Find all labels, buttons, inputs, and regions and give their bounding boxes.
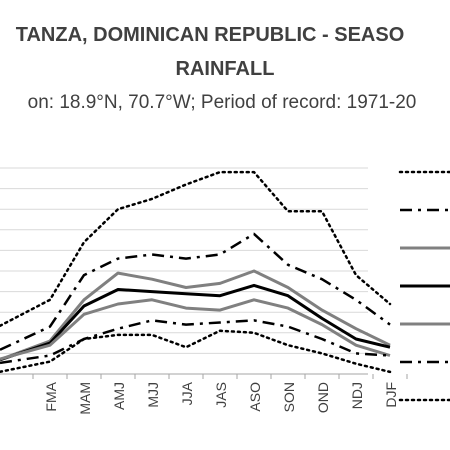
x-tick-label: SON [281,382,297,412]
series-line-7 [0,329,392,374]
x-tick-label: MAM [77,382,93,415]
x-tick-label: NDJ [349,382,365,409]
chart-title-line2: RAINFALL [175,58,275,80]
series-line-4 [0,283,391,362]
series-line-1 [0,170,392,328]
x-tick-label: AMJ [111,382,127,410]
x-tick-label: JAS [213,382,229,408]
x-tick-label: OND [315,382,331,413]
chart-subtitle: on: 18.9°N, 70.7°W; Period of record: 19… [27,92,417,113]
chart-title-line1: TANZA, DOMINICAN REPUBLIC - SEASO [15,24,405,46]
x-tick-label: FMA [43,381,59,411]
x-tick-label: MJJ [145,382,161,408]
series-line-3 [0,269,391,362]
x-tick-label: JJA [179,381,195,405]
series-line-5 [0,298,391,361]
series-line-2 [0,232,391,351]
x-tick-label: ASO [247,382,263,412]
x-tick-label: DJF [383,382,399,408]
